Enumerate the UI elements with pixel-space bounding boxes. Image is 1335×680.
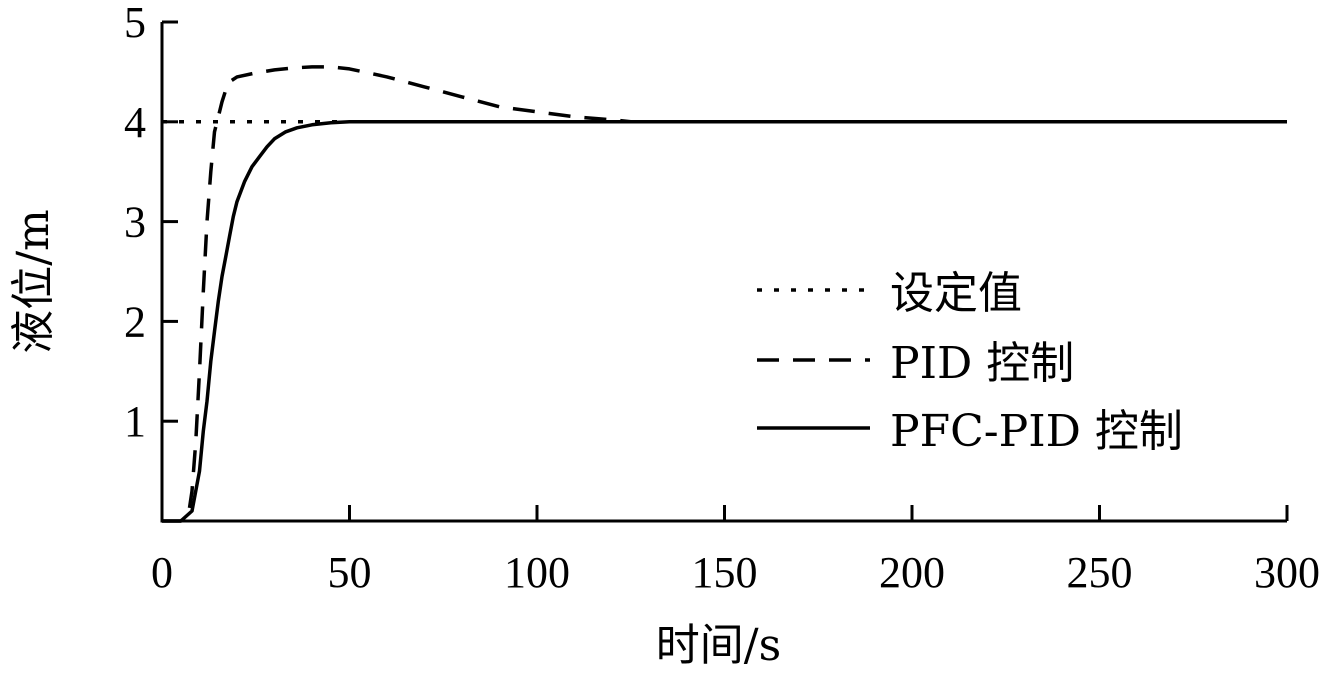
y-tick-label: 4	[124, 98, 146, 147]
x-tick-label: 100	[504, 548, 570, 597]
y-tick-label: 5	[124, 0, 146, 47]
plot-lines	[162, 65, 1287, 523]
y-tick-label: 1	[124, 397, 146, 446]
y-tick-label: 3	[124, 198, 146, 247]
legend: 设定值 PID 控制 PFC-PID 控制	[757, 268, 1183, 457]
y-axis-title: 液位/m	[8, 209, 59, 354]
legend-label-1: 设定值	[890, 268, 1022, 319]
tick-labels: 0 50 100 150 200 250 300 1 2 3 4 5	[124, 0, 1320, 597]
x-tick-label: 200	[879, 548, 945, 597]
x-tick-label: 0	[151, 548, 173, 597]
x-tick-label: 250	[1067, 548, 1133, 597]
x-tick-label: 300	[1254, 548, 1320, 597]
y-tick-label: 2	[124, 297, 146, 346]
x-axis-title: 时间/s	[656, 620, 781, 671]
axes	[160, 20, 1289, 523]
x-tick-label: 50	[328, 548, 372, 597]
legend-label-2: PID 控制	[890, 338, 1074, 389]
legend-label-3: PFC-PID 控制	[890, 406, 1183, 457]
series-line-3	[162, 120, 1287, 523]
x-tick-label: 150	[692, 548, 758, 597]
